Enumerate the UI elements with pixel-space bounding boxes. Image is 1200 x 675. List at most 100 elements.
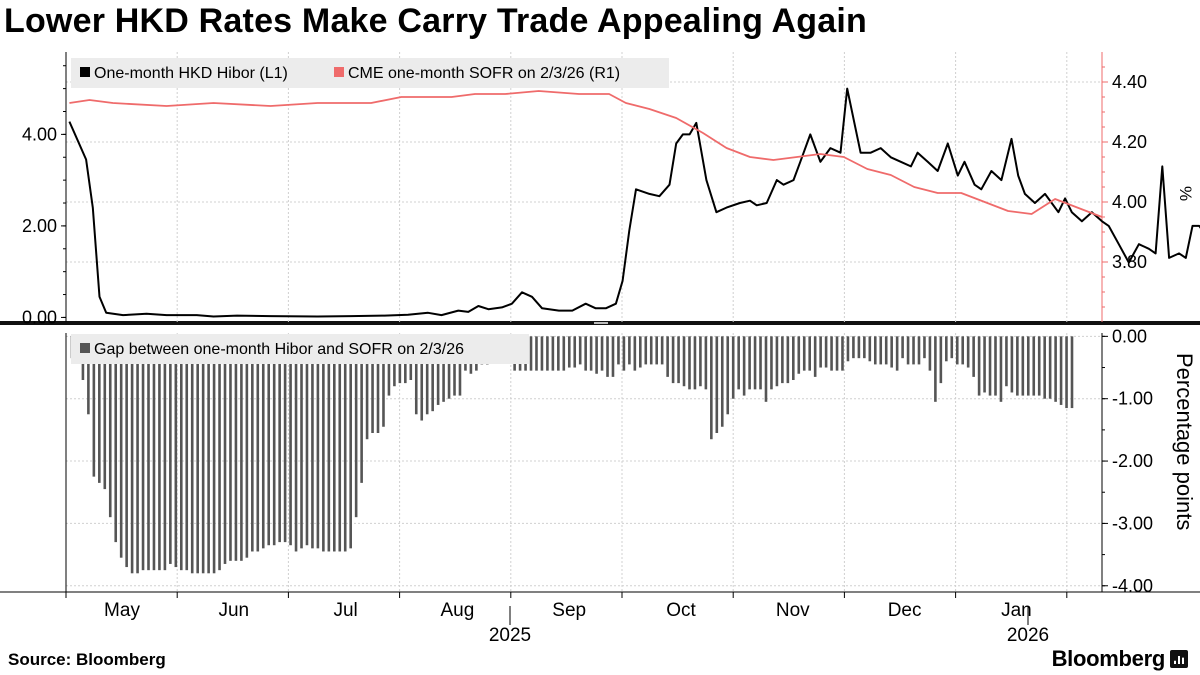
- gap-bar: [617, 336, 620, 365]
- sofr-line: [69, 90, 1103, 218]
- gap-bar: [857, 336, 861, 359]
- gap-bar: [720, 336, 724, 427]
- gap-bar: [338, 336, 342, 552]
- gap-bar: [660, 336, 664, 365]
- gap-bar: [578, 336, 582, 365]
- gap-bar: [890, 336, 893, 368]
- gap-bar: [1048, 336, 1052, 399]
- gap-bar: [1059, 336, 1063, 405]
- gap-bar: [179, 336, 183, 571]
- gap-bar: [671, 336, 675, 384]
- legend-swatch-hibor: [80, 67, 90, 77]
- gap-bar: [1065, 336, 1068, 409]
- gap-bar: [649, 336, 653, 365]
- gap-bar: [917, 336, 921, 365]
- gap-bar: [1043, 336, 1046, 399]
- gap-bar: [376, 336, 380, 433]
- gap-bar: [245, 336, 249, 558]
- gap-bar: [950, 336, 954, 359]
- gap-bar: [945, 336, 948, 362]
- gap-bar: [600, 336, 604, 371]
- gap-bar: [939, 336, 943, 384]
- gap-bar: [715, 336, 719, 433]
- x-year-label: 2026: [1007, 625, 1049, 646]
- gap-bar: [589, 336, 593, 371]
- x-tick-label: Jan: [1001, 600, 1032, 621]
- gap-bar: [158, 336, 161, 571]
- gap-bar: [196, 336, 199, 574]
- gap-bar: [540, 336, 544, 371]
- gap-bar: [1005, 336, 1008, 387]
- gap-bar: [792, 336, 795, 380]
- gap-bar: [966, 336, 970, 368]
- gap-bar: [300, 336, 303, 549]
- gap-bar: [294, 336, 298, 552]
- gap-bar: [425, 336, 429, 415]
- gap-bar: [873, 336, 877, 365]
- gap-bar: [447, 336, 451, 399]
- gap-bar: [261, 336, 265, 549]
- gap-bar: [278, 336, 281, 543]
- gap-bar: [994, 336, 997, 396]
- panel-resize-handle: [594, 322, 608, 324]
- gap-bar: [742, 336, 746, 396]
- gap-bar: [655, 336, 658, 365]
- source-note: Source: Bloomberg: [8, 650, 166, 669]
- gap-bar: [841, 336, 844, 371]
- gap-bar: [770, 336, 773, 390]
- gap-bar: [573, 336, 577, 368]
- gap-bar: [884, 336, 888, 365]
- gap-bar: [923, 336, 926, 359]
- hibor-line: [68, 87, 1200, 318]
- gap-bar: [322, 336, 325, 552]
- gap-bar: [272, 336, 276, 546]
- gap-bar: [229, 336, 232, 561]
- gap-bar: [868, 336, 872, 362]
- gap-bar: [546, 336, 549, 371]
- gap-bar: [130, 336, 134, 574]
- gap-bar: [639, 336, 642, 368]
- gap-bar: [688, 336, 691, 390]
- gap-bar: [824, 336, 828, 368]
- left-tick-label: 0.00: [22, 307, 57, 327]
- gap-bar: [584, 336, 587, 371]
- x-tick-label: Aug: [440, 600, 474, 621]
- bottom-tick-label: -1.00: [1112, 389, 1153, 409]
- gap-bar: [190, 336, 194, 574]
- bottom-tick-label: -3.00: [1112, 513, 1153, 533]
- gap-bar: [87, 336, 90, 415]
- gap-bar: [414, 336, 418, 415]
- gap-bar: [928, 336, 932, 371]
- gap-bar: [846, 336, 850, 362]
- right-tick-label: 4.40: [1112, 72, 1147, 92]
- gap-bar: [644, 336, 648, 365]
- gap-bar: [682, 336, 686, 387]
- bottom-y-axis-label: Percentage points: [1172, 353, 1197, 530]
- gap-bar: [835, 336, 839, 371]
- gap-bar: [333, 336, 336, 552]
- gap-bar: [1026, 336, 1030, 396]
- gap-bar: [704, 336, 708, 390]
- x-tick-label: Jun: [218, 600, 249, 621]
- gap-bar: [152, 336, 156, 571]
- gap-bar: [1010, 336, 1014, 393]
- bottom-tick-label: -4.00: [1112, 576, 1153, 596]
- gap-bar: [92, 336, 96, 477]
- gap-bar: [98, 336, 101, 483]
- gap-bar: [737, 336, 740, 390]
- gap-bar: [327, 336, 331, 552]
- gap-bar: [606, 336, 609, 377]
- gap-bar: [666, 336, 669, 377]
- gap-bar: [1054, 336, 1057, 402]
- gap-bar: [622, 336, 626, 371]
- x-tick-label: May: [104, 600, 140, 621]
- gap-bar: [289, 336, 292, 546]
- gap-bar: [955, 336, 959, 365]
- chart-title: Lower HKD Rates Make Carry Trade Appeali…: [4, 2, 867, 40]
- gap-bar: [420, 336, 424, 421]
- gap-bar: [354, 336, 358, 518]
- x-tick-label: Oct: [666, 600, 696, 621]
- bottom-legend-box: [71, 334, 529, 364]
- legend-label-gap: Gap between one-month Hibor and SOFR on …: [94, 341, 464, 358]
- gap-bar: [431, 336, 434, 412]
